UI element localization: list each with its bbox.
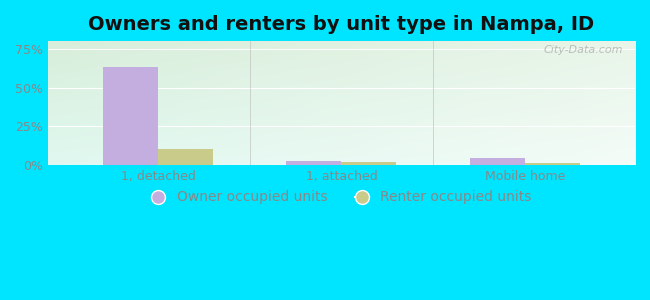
Bar: [158, 149, 213, 165]
Title: Owners and renters by unit type in Nampa, ID: Owners and renters by unit type in Nampa…: [88, 15, 595, 34]
Bar: [341, 161, 396, 165]
Bar: [287, 161, 341, 165]
Bar: [470, 158, 525, 165]
Text: City-Data.com: City-Data.com: [544, 45, 623, 55]
Legend: Owner occupied units, Renter occupied units: Owner occupied units, Renter occupied un…: [146, 185, 537, 210]
Bar: [525, 163, 580, 165]
Bar: [103, 68, 158, 165]
